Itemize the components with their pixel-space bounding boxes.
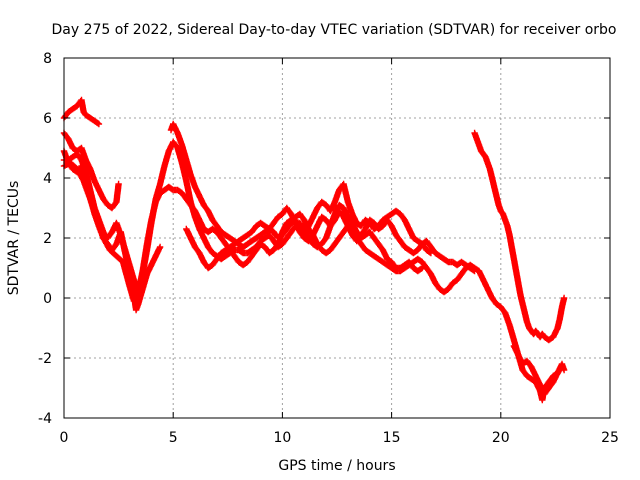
y-tick-label: -4	[38, 411, 52, 427]
x-tick-label: 20	[492, 430, 510, 446]
y-tick-label: 8	[43, 51, 52, 67]
x-axis-label: GPS time / hours	[278, 458, 395, 474]
y-tick-label: 4	[43, 171, 52, 187]
y-tick-label: 6	[43, 111, 52, 127]
data-point-markers	[471, 129, 568, 344]
y-tick-label: 2	[43, 231, 52, 247]
x-tick-label: 10	[273, 430, 291, 446]
chart-title: Day 275 of 2022, Sidereal Day-to-day VTE…	[52, 22, 617, 38]
series-satellite-track-I	[510, 342, 568, 398]
data-point-markers	[510, 342, 568, 398]
ticks: 0 5 10 15 20 25 -4 -2 0 2 4 6 8	[38, 51, 619, 446]
series-satellite-track-F	[167, 120, 435, 257]
y-tick-label: 0	[43, 291, 52, 307]
x-tick-label: 5	[169, 430, 178, 446]
x-tick-label: 15	[383, 430, 401, 446]
y-axis-label: SDTVAR / TECUs	[6, 181, 22, 296]
x-tick-label: 25	[601, 430, 619, 446]
series-satellite-track-G	[183, 204, 478, 275]
x-tick-label: 0	[60, 430, 69, 446]
data-point-markers	[183, 204, 478, 275]
y-tick-label: -2	[38, 351, 52, 367]
series-satellite-track-H	[471, 129, 568, 344]
data-point-markers	[167, 120, 435, 257]
